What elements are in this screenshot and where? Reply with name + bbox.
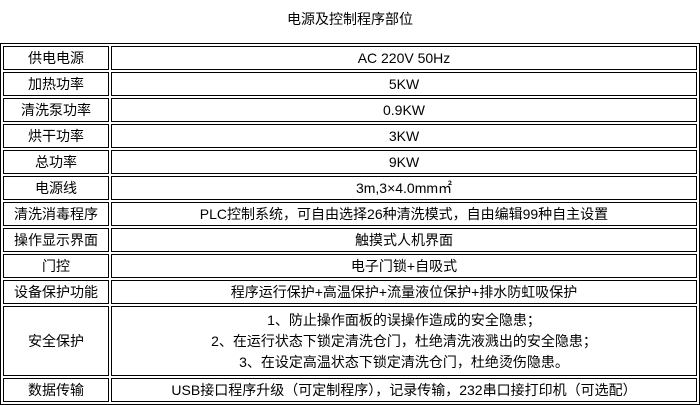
table-row: 安全保护 1、防止操作面板的误操作造成的安全隐患； 2、在运行状态下锁定清洗仓门，杜… — [3, 306, 697, 376]
row-value: USB接口程序升级（可定制程序），记录传输，232串口接打印机（可选配） — [111, 378, 697, 402]
value-line: 2、在运行状态下锁定清洗仓门，杜绝清洗液溅出的安全隐患； — [211, 332, 597, 349]
row-label: 清洗消毒程序 — [3, 202, 109, 226]
table-row: 清洗消毒程序 PLC控制系统，可自由选择26种清洗模式，自由编辑99种自主设置 — [3, 202, 697, 226]
row-value: AC 220V 50Hz — [111, 46, 697, 70]
row-value: PLC控制系统，可自由选择26种清洗模式，自由编辑99种自主设置 — [111, 202, 697, 226]
row-value: 3KW — [111, 124, 697, 148]
row-label: 电源线 — [3, 176, 109, 200]
row-label: 数据传输 — [3, 378, 109, 402]
table-row: 电源线 3m,3×4.0mm㎡ — [3, 176, 697, 200]
row-label: 加热功率 — [3, 72, 109, 96]
row-label: 总功率 — [3, 150, 109, 174]
row-value: 0.9KW — [111, 98, 697, 122]
row-label: 烘干功率 — [3, 124, 109, 148]
row-value: 电子门锁+自吸式 — [111, 254, 697, 278]
row-value: 5KW — [111, 72, 697, 96]
value-line: 3、在设定高温状态下锁定清洗仓门，杜绝烫伤隐患。 — [239, 353, 569, 370]
page-title: 电源及控制程序部位 — [287, 11, 413, 27]
table-row: 供电电源 AC 220V 50Hz — [3, 46, 697, 70]
row-value: 触摸式人机界面 — [111, 228, 697, 252]
row-label: 供电电源 — [3, 46, 109, 70]
row-value: 程序运行保护+高温保护+流量液位保护+排水防虹吸保护 — [111, 280, 697, 304]
row-label: 清洗泵功率 — [3, 98, 109, 122]
row-label: 操作显示界面 — [3, 228, 109, 252]
row-label: 门控 — [3, 254, 109, 278]
table-row: 加热功率 5KW — [3, 72, 697, 96]
table-row: 操作显示界面 触摸式人机界面 — [3, 228, 697, 252]
table-row: 数据传输 USB接口程序升级（可定制程序），记录传输，232串口接打印机（可选配） — [3, 378, 697, 402]
table-row: 门控 电子门锁+自吸式 — [3, 254, 697, 278]
row-value: 1、防止操作面板的误操作造成的安全隐患； 2、在运行状态下锁定清洗仓门，杜绝清洗液… — [111, 306, 697, 376]
table-row: 清洗泵功率 0.9KW — [3, 98, 697, 122]
spec-table: 供电电源 AC 220V 50Hz 加热功率 5KW 清洗泵功率 0.9KW 烘干功率 3KW… — [0, 43, 700, 405]
row-label: 安全保护 — [3, 306, 109, 376]
row-value: 3m,3×4.0mm㎡ — [111, 176, 697, 200]
value-line: 1、防止操作面板的误操作造成的安全隐患； — [267, 311, 541, 328]
table-row: 设备保护功能 程序运行保护+高温保护+流量液位保护+排水防虹吸保护 — [3, 280, 697, 304]
table-row: 烘干功率 3KW — [3, 124, 697, 148]
row-label: 设备保护功能 — [3, 280, 109, 304]
row-value: 9KW — [111, 150, 697, 174]
table-row: 总功率 9KW — [3, 150, 697, 174]
